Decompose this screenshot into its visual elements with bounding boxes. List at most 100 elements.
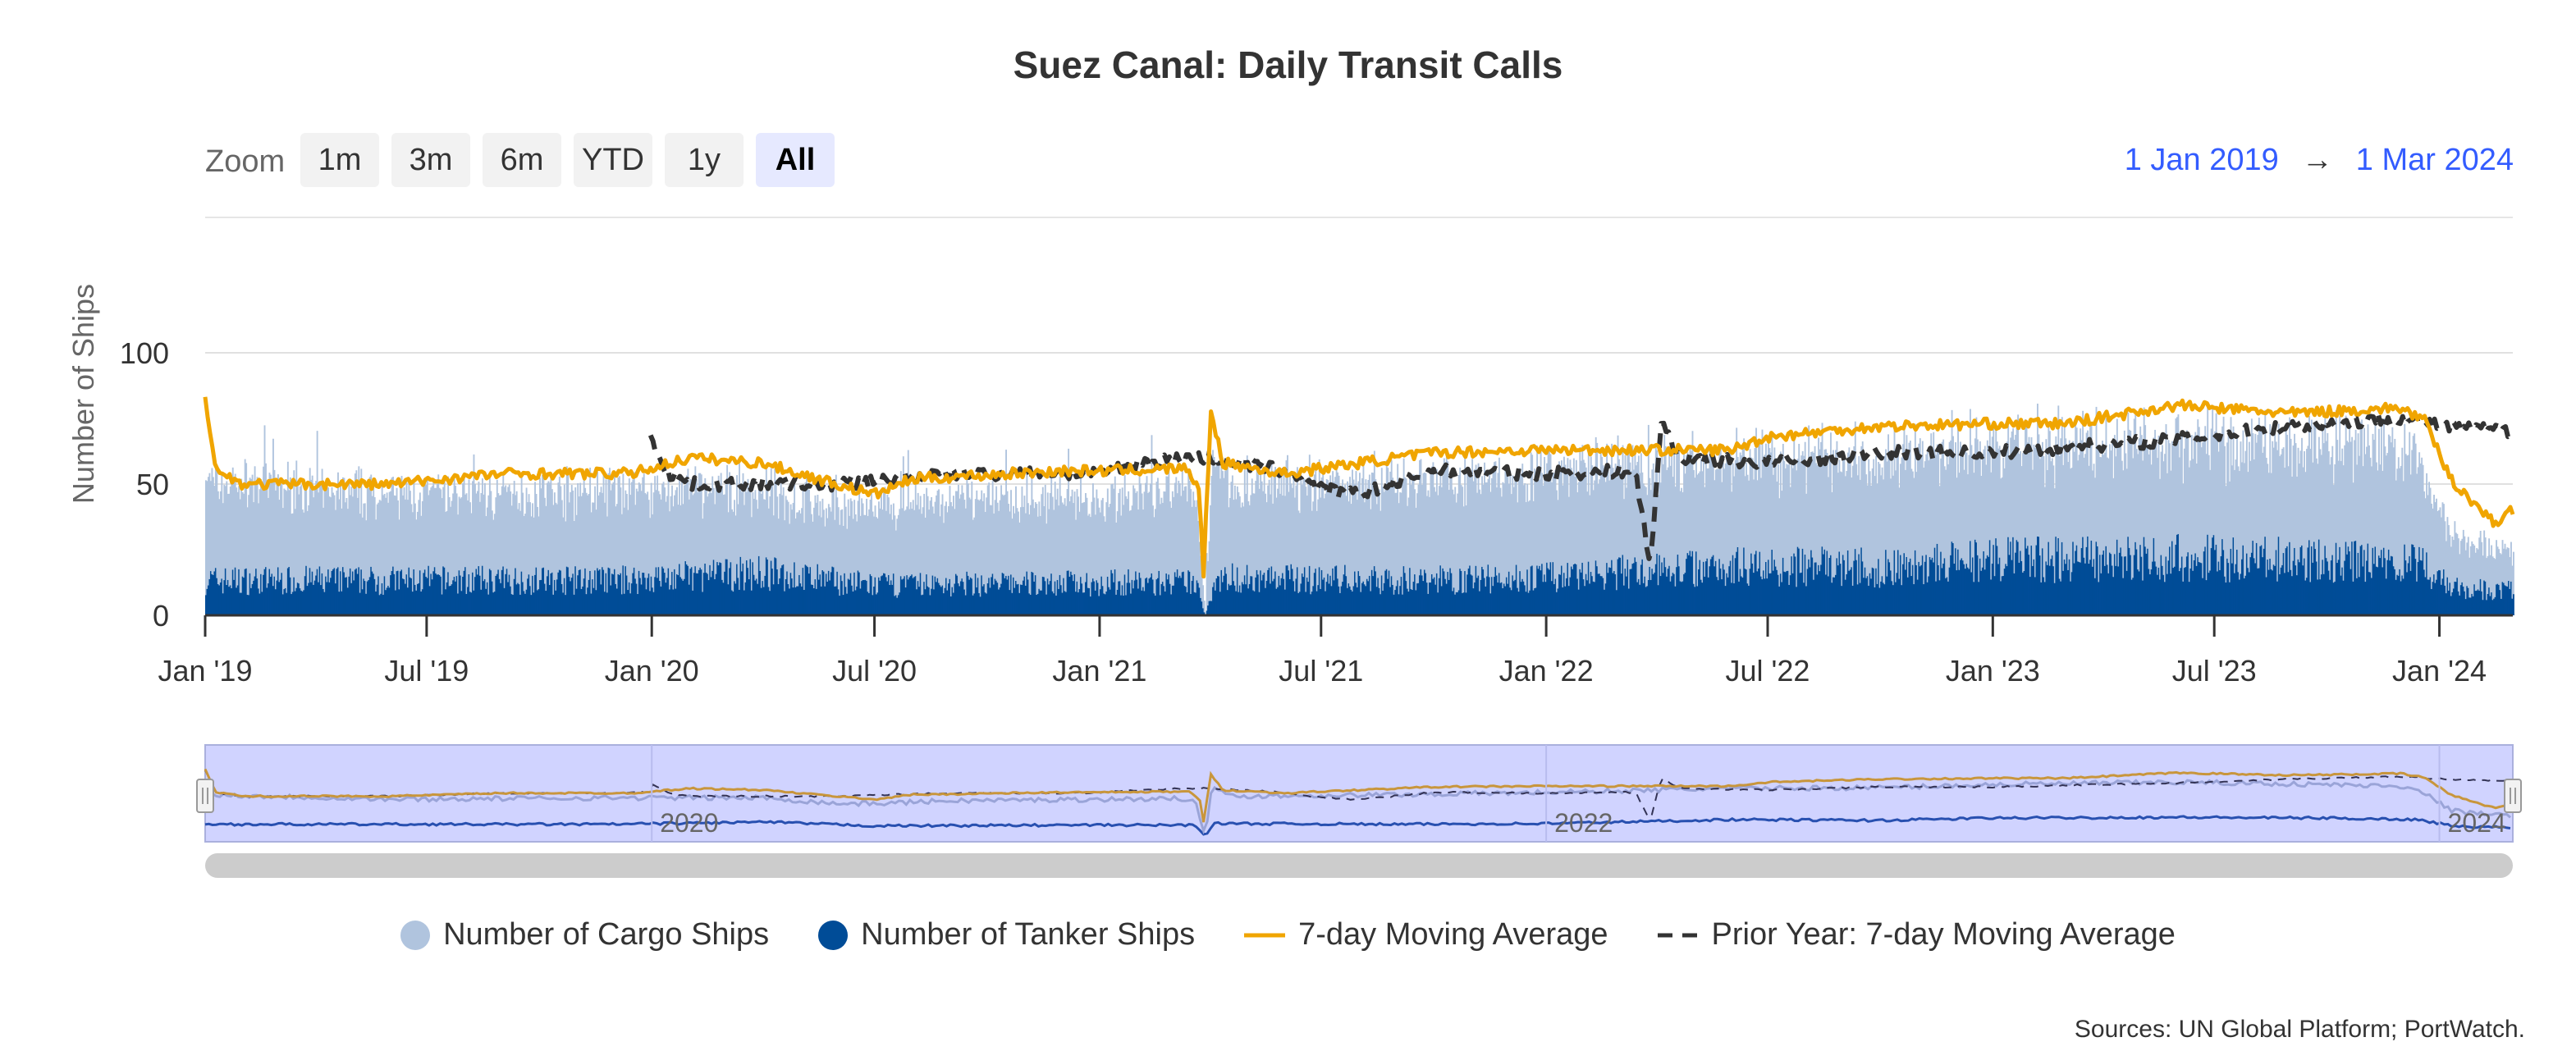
tanker-bar xyxy=(1235,591,1238,615)
cargo-bar xyxy=(2112,477,2115,578)
zoom-6m-button[interactable]: 6m xyxy=(483,133,561,187)
cargo-bar xyxy=(2404,423,2406,545)
tanker-bar xyxy=(360,569,363,615)
cargo-bar xyxy=(348,479,350,577)
tanker-bar xyxy=(1988,540,1991,615)
tanker-bar xyxy=(1427,593,1430,615)
cargo-bar xyxy=(1933,449,1936,548)
tanker-bar xyxy=(548,585,551,615)
tanker-bar xyxy=(2454,581,2456,615)
cargo-bar xyxy=(428,490,431,587)
cargo-bar xyxy=(1833,464,1836,578)
cargo-bar xyxy=(1908,442,1910,563)
tanker-bar xyxy=(2302,565,2304,615)
tanker-bar xyxy=(950,596,952,615)
tanker-bar xyxy=(1586,580,1589,615)
tanker-bar xyxy=(1385,569,1388,615)
cargo-bar xyxy=(1049,492,1051,582)
tanker-bar xyxy=(2029,577,2031,615)
cargo-bar xyxy=(2304,472,2307,581)
cargo-bar xyxy=(2106,457,2108,565)
tanker-bar xyxy=(1288,570,1290,615)
cargo-bar xyxy=(403,487,405,580)
tanker-bar xyxy=(1029,594,1032,615)
navigator-left-handle[interactable] xyxy=(196,779,214,813)
x-tick-label: Jan '20 xyxy=(605,654,699,688)
tanker-bar xyxy=(2028,555,2030,615)
tanker-bar xyxy=(1910,576,1913,615)
tanker-bar xyxy=(2434,583,2436,615)
zoom-1y-button[interactable]: 1y xyxy=(665,133,744,187)
tanker-bar xyxy=(2008,555,2011,615)
tanker-bar xyxy=(2075,551,2077,615)
cargo-bar xyxy=(1614,464,1617,574)
tanker-bar xyxy=(1796,587,1798,615)
cargo-bar xyxy=(1240,507,1242,593)
cargo-bar xyxy=(1741,455,1743,577)
cargo-bar xyxy=(1760,477,1762,577)
cargo-bar xyxy=(1741,448,1744,578)
legend-item-tanker[interactable]: Number of Tanker Ships xyxy=(818,917,1195,953)
cargo-bar xyxy=(1878,464,1881,588)
tanker-bar xyxy=(451,584,453,615)
tanker-bar xyxy=(259,593,261,615)
tanker-bar xyxy=(1416,583,1418,615)
cargo-bar xyxy=(390,491,392,576)
cargo-bar xyxy=(609,468,611,569)
navigator-scrollbar[interactable] xyxy=(205,853,2513,878)
tanker-bar xyxy=(1176,569,1178,615)
tanker-bar xyxy=(2260,545,2263,615)
tanker-bar xyxy=(2083,557,2085,615)
zoom-ytd-button[interactable]: YTD xyxy=(574,133,652,187)
tanker-bar xyxy=(2130,579,2133,615)
tanker-bar xyxy=(403,579,405,615)
cargo-bar xyxy=(2176,417,2178,535)
range-to-input[interactable]: 1 Mar 2024 xyxy=(2355,143,2514,177)
cargo-bar xyxy=(1109,504,1111,590)
tanker-bar xyxy=(453,577,455,615)
tanker-bar xyxy=(1285,565,1288,615)
cargo-bar xyxy=(385,497,387,591)
zoom-3m-button[interactable]: 3m xyxy=(391,133,470,187)
tanker-bar xyxy=(1339,592,1342,615)
tanker-bar xyxy=(573,594,575,615)
cargo-bar xyxy=(1340,487,1343,587)
tanker-bar xyxy=(726,559,729,615)
legend-item-prior-year[interactable]: Prior Year: 7-day Moving Average xyxy=(1657,917,2176,953)
tanker-bar xyxy=(1165,573,1168,615)
tanker-bar xyxy=(2494,596,2496,615)
tanker-bar xyxy=(475,569,478,615)
tanker-bar xyxy=(854,590,857,615)
tanker-bar xyxy=(1404,573,1407,615)
cargo-bar xyxy=(1132,485,1135,589)
legend-item-cargo[interactable]: Number of Cargo Ships xyxy=(400,917,769,953)
tanker-bar xyxy=(2285,548,2287,615)
tanker-bar xyxy=(2111,565,2113,615)
cargo-bar xyxy=(666,496,668,578)
tanker-bar xyxy=(911,574,913,615)
tanker-bar xyxy=(366,581,368,615)
tanker-bar xyxy=(1487,564,1489,615)
cargo-bar xyxy=(849,498,852,573)
cargo-bar xyxy=(976,490,978,588)
legend-item-moving-average[interactable]: 7-day Moving Average xyxy=(1244,917,1608,953)
tanker-bar xyxy=(1038,588,1041,615)
cargo-bar xyxy=(1302,477,1305,578)
navigator-right-handle[interactable] xyxy=(2504,779,2522,813)
tanker-bar xyxy=(416,583,419,615)
zoom-1m-button[interactable]: 1m xyxy=(300,133,379,187)
cargo-bar xyxy=(1315,464,1317,569)
range-from-input[interactable]: 1 Jan 2019 xyxy=(2124,143,2279,177)
tanker-bar xyxy=(1498,573,1500,615)
cargo-bar xyxy=(568,502,570,578)
cargo-bar xyxy=(1940,458,1942,552)
cargo-bar xyxy=(277,474,279,568)
cargo-bar xyxy=(370,474,373,567)
cargo-bar xyxy=(1404,477,1407,573)
zoom-all-button[interactable]: All xyxy=(756,133,835,187)
tanker-bar xyxy=(2025,537,2026,615)
tanker-bar xyxy=(1031,571,1033,615)
cargo-bar xyxy=(2299,463,2300,563)
tanker-bar xyxy=(2395,579,2397,615)
cargo-bar xyxy=(1202,585,1205,609)
